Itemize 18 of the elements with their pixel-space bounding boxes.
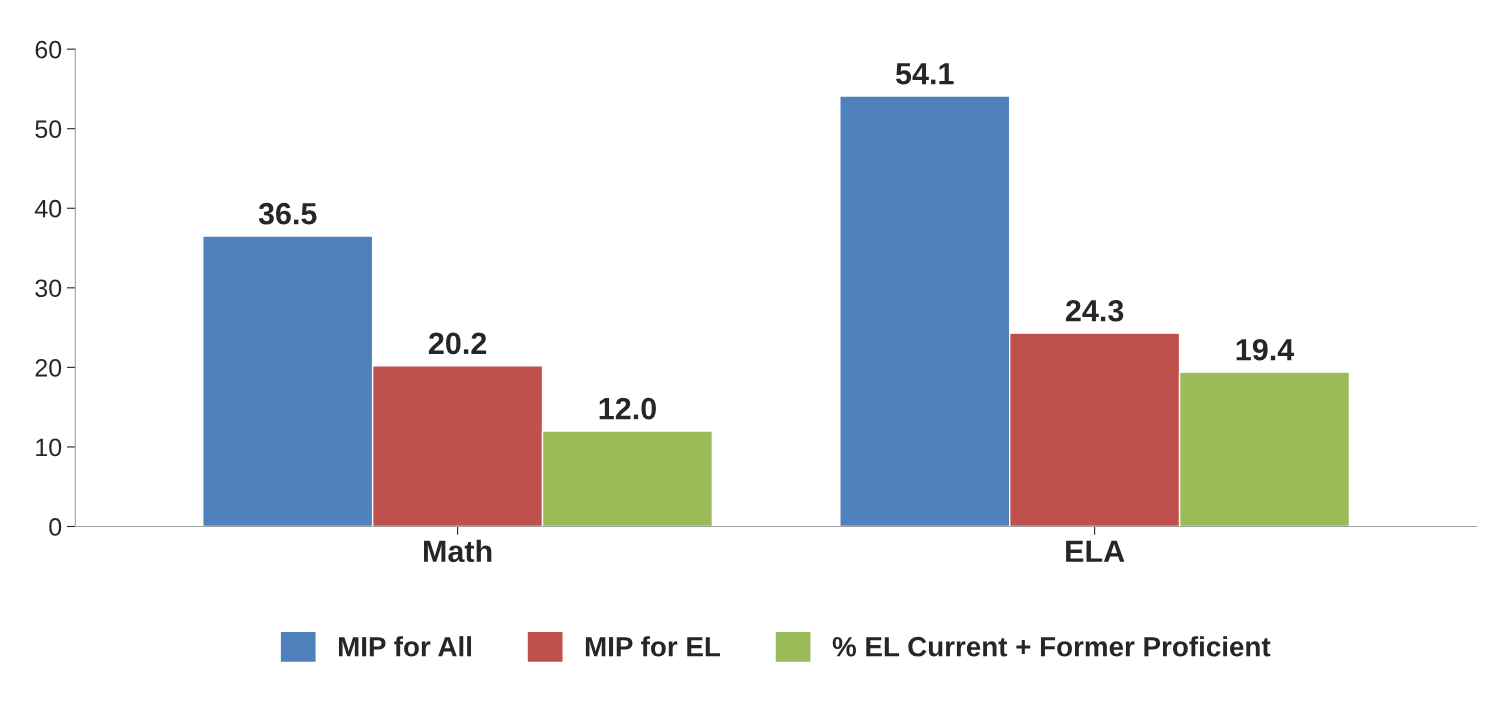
data-label: 19.4 [1236, 338, 1295, 361]
y-tick-label: 50 [35, 120, 62, 138]
x-tick-label: ELA [1066, 540, 1125, 562]
y-tick-label: 30 [35, 279, 62, 298]
y-tick-label: 40 [34, 199, 62, 218]
y-tick-label: 20 [35, 358, 62, 377]
data-label: 54.1 [895, 63, 954, 85]
data-label: 36.5 [258, 202, 317, 225]
y-tick-label: 60 [35, 40, 62, 59]
data-label: 20.2 [428, 332, 487, 355]
legend-label: MIP for All [338, 636, 471, 657]
data-label: 12.0 [599, 397, 656, 420]
data-label: 24.3 [1065, 299, 1124, 322]
y-tick-label: 0 [49, 518, 62, 536]
x-tick-label: Math [423, 539, 492, 563]
legend-label: MIP for EL [585, 636, 721, 657]
legend-label: % EL Current + Former Proficient [832, 636, 1271, 657]
y-tick-label: 10 [36, 438, 62, 457]
